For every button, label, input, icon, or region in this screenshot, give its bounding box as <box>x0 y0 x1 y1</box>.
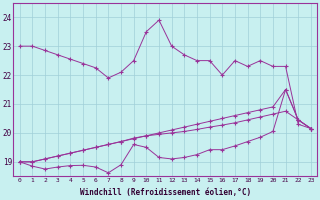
X-axis label: Windchill (Refroidissement éolien,°C): Windchill (Refroidissement éolien,°C) <box>80 188 251 197</box>
